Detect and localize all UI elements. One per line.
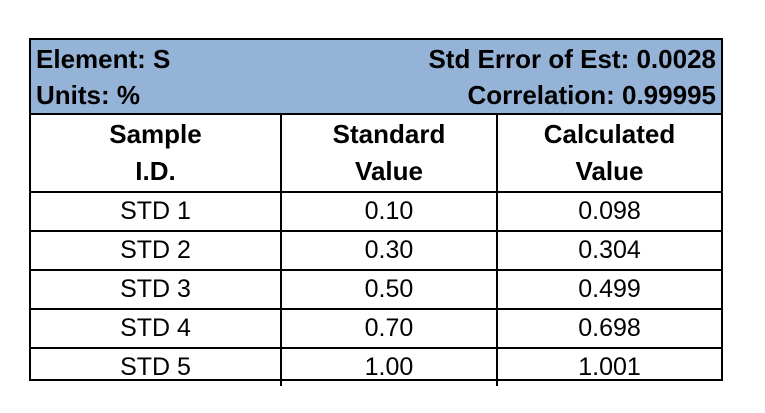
sample-id-cell: STD 5 [31, 347, 281, 386]
correlation-label: Correlation: 0.99995 [467, 80, 716, 110]
table-row: STD 3 0.50 0.499 [31, 269, 721, 309]
column-header-standard-value: Standard Value [280, 115, 497, 192]
element-label: Element: S [36, 44, 171, 74]
header-row-1: Element: S Std Error of Est: 0.0028 [31, 41, 721, 77]
column-header-row: Sample I.D. Standard Value Calculated Va… [31, 115, 721, 192]
standard-value-cell: 0.50 [280, 269, 497, 309]
units-label: Units: % [36, 80, 140, 110]
column-header-line: Sample [109, 119, 202, 149]
sample-id-cell: STD 4 [31, 308, 281, 348]
column-header-line: I.D. [135, 156, 176, 186]
calculated-value-cell: 0.499 [496, 269, 721, 309]
column-header-line: Calculated [543, 119, 676, 149]
column-header-line: Value [355, 156, 423, 186]
column-header-line: Standard [332, 119, 446, 149]
standard-value-cell: 0.10 [280, 191, 497, 231]
data-table: Sample I.D. Standard Value Calculated Va… [31, 115, 721, 386]
sample-id-cell: STD 1 [31, 191, 281, 231]
sample-id-cell: STD 2 [31, 230, 281, 270]
sample-id-cell: STD 3 [31, 269, 281, 309]
standard-value-cell: 0.30 [280, 230, 497, 270]
calculated-value-cell: 0.098 [496, 191, 721, 231]
std-error-label: Std Error of Est: 0.0028 [428, 44, 716, 74]
column-header-line: Value [575, 156, 644, 186]
column-header-sample-id: Sample I.D. [31, 115, 281, 192]
table-row: STD 1 0.10 0.098 [31, 191, 721, 231]
calibration-table: Element: S Std Error of Est: 0.0028 Unit… [29, 38, 723, 386]
table-row: STD 5 1.00 1.001 [31, 347, 721, 386]
header-row-2: Units: % Correlation: 0.99995 [31, 77, 721, 113]
calculated-value-cell: 1.001 [496, 347, 721, 386]
table-row: STD 4 0.70 0.698 [31, 308, 721, 348]
calculated-value-cell: 0.304 [496, 230, 721, 270]
standard-value-cell: 1.00 [280, 347, 497, 386]
calculated-value-cell: 0.698 [496, 308, 721, 348]
column-header-calculated-value: Calculated Value [496, 115, 721, 192]
table-header-band: Element: S Std Error of Est: 0.0028 Unit… [31, 40, 721, 115]
table-row: STD 2 0.30 0.304 [31, 230, 721, 270]
standard-value-cell: 0.70 [280, 308, 497, 348]
